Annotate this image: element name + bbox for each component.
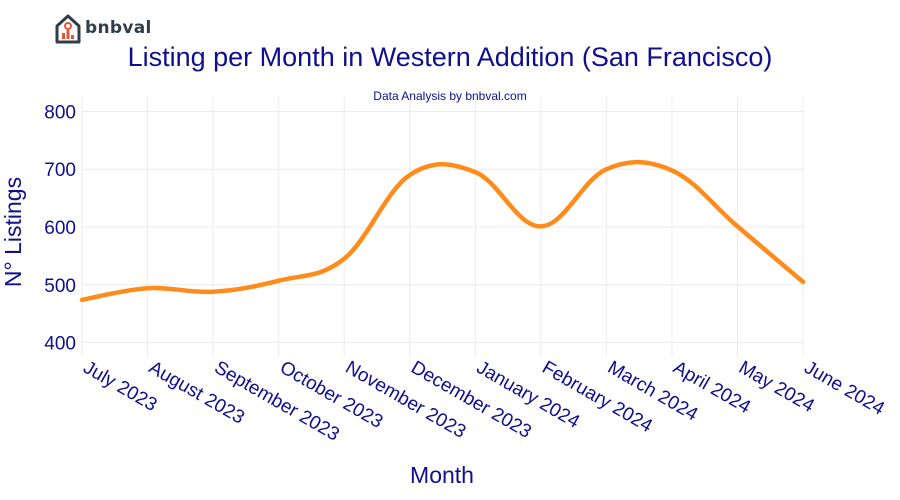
y-tick-label: 400 xyxy=(44,334,76,355)
y-axis-label: N° Listings xyxy=(0,177,26,287)
brand-logo: bnbval xyxy=(54,12,152,44)
grid-layer xyxy=(81,97,804,357)
y-tick-label: 800 xyxy=(44,102,76,123)
x-axis-label: Month xyxy=(410,462,474,488)
x-tick-label: July 2023 xyxy=(80,357,161,416)
x-tick-label: June 2024 xyxy=(801,357,889,420)
y-tick-label: 600 xyxy=(44,218,76,239)
brand-name: bnbval xyxy=(85,18,152,38)
y-tick-label: 500 xyxy=(44,276,76,297)
house-chart-icon xyxy=(55,14,81,44)
chart-subtitle: Data Analysis by bnbval.com xyxy=(373,89,527,103)
y-tick-labels: 400 500 600 700 800 xyxy=(44,102,76,354)
y-tick-label: 700 xyxy=(44,160,76,181)
chart-title: Listing per Month in Western Addition (S… xyxy=(127,42,773,72)
x-tick-label: February 2024 xyxy=(538,357,656,437)
series-line xyxy=(79,159,806,303)
